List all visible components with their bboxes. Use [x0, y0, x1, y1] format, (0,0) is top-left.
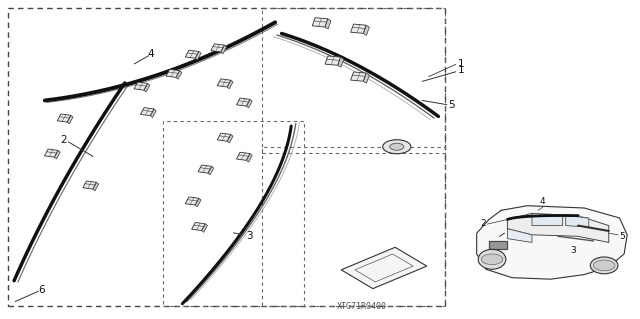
Polygon shape: [54, 150, 60, 159]
Circle shape: [481, 254, 503, 265]
Polygon shape: [246, 99, 252, 108]
Polygon shape: [221, 45, 227, 54]
Polygon shape: [489, 241, 508, 249]
Text: 1: 1: [458, 65, 464, 75]
Polygon shape: [191, 222, 205, 231]
Text: 4: 4: [540, 197, 545, 206]
Bar: [262, 8, 445, 153]
Text: 5: 5: [620, 232, 625, 241]
Polygon shape: [176, 70, 182, 79]
Circle shape: [593, 260, 615, 271]
Polygon shape: [325, 19, 331, 29]
Polygon shape: [198, 165, 212, 173]
Polygon shape: [338, 57, 344, 67]
Text: 3: 3: [246, 231, 253, 241]
Circle shape: [383, 140, 411, 154]
Polygon shape: [67, 115, 73, 124]
Polygon shape: [508, 229, 532, 242]
Polygon shape: [83, 181, 97, 189]
Polygon shape: [185, 197, 199, 205]
Polygon shape: [227, 134, 233, 143]
Bar: [8, 8, 445, 306]
Polygon shape: [325, 56, 340, 65]
Polygon shape: [211, 44, 225, 52]
Polygon shape: [208, 166, 214, 175]
Polygon shape: [227, 80, 233, 89]
Polygon shape: [202, 224, 207, 232]
Polygon shape: [44, 149, 58, 157]
Text: 5: 5: [448, 100, 454, 110]
Polygon shape: [351, 24, 366, 33]
Polygon shape: [144, 83, 150, 92]
Polygon shape: [236, 152, 250, 160]
Polygon shape: [566, 216, 589, 227]
Polygon shape: [57, 114, 71, 122]
Polygon shape: [477, 206, 627, 279]
Polygon shape: [134, 82, 148, 90]
Polygon shape: [364, 73, 369, 83]
Text: 2: 2: [61, 135, 67, 145]
Polygon shape: [217, 79, 231, 87]
Polygon shape: [195, 51, 201, 60]
Text: XTG71R0400: XTG71R0400: [337, 302, 387, 311]
Polygon shape: [185, 50, 199, 58]
Bar: [163, 121, 304, 306]
Polygon shape: [166, 69, 180, 78]
Ellipse shape: [478, 249, 506, 269]
Polygon shape: [195, 198, 201, 207]
Text: 6: 6: [38, 285, 45, 295]
Text: 4: 4: [147, 49, 154, 59]
Polygon shape: [217, 133, 231, 141]
Polygon shape: [341, 247, 427, 289]
Polygon shape: [508, 213, 609, 242]
Circle shape: [390, 143, 404, 150]
Polygon shape: [246, 153, 252, 162]
Polygon shape: [312, 18, 328, 27]
Ellipse shape: [590, 257, 618, 274]
Polygon shape: [150, 109, 156, 117]
Bar: [262, 147, 445, 306]
Polygon shape: [93, 182, 99, 191]
Text: 1: 1: [458, 59, 464, 69]
Polygon shape: [351, 72, 366, 81]
Polygon shape: [236, 98, 250, 106]
Polygon shape: [532, 213, 563, 226]
Text: 3: 3: [571, 246, 576, 255]
Polygon shape: [140, 108, 154, 116]
Text: 2: 2: [480, 219, 486, 228]
Polygon shape: [364, 25, 369, 35]
